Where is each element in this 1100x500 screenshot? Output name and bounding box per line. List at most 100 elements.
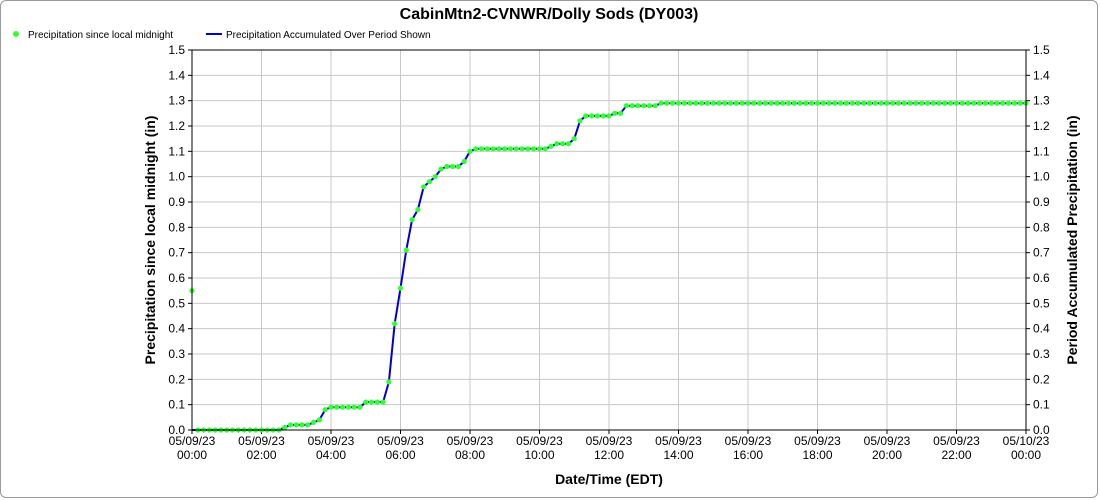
data-point — [374, 399, 380, 405]
data-point — [820, 100, 826, 106]
y-tick-label-right: 0.9 — [1033, 195, 1050, 209]
x-tick-label-date: 05/09/23 — [794, 434, 841, 448]
data-point — [953, 100, 960, 106]
y-axis-left-title: Precipitation since local midnight (in) — [142, 116, 158, 365]
y-tick-label-left: 0.0 — [168, 423, 185, 437]
data-point — [1000, 100, 1006, 106]
data-point — [994, 100, 1000, 106]
data-point — [826, 100, 832, 106]
y-axis-right-title: Period Accumulated Precipitation (in) — [1064, 115, 1080, 364]
data-point — [965, 100, 971, 106]
x-tick-label-date: 05/09/23 — [308, 434, 355, 448]
x-tick-label-date: 05/09/23 — [377, 434, 424, 448]
x-tick-label-date: 05/09/23 — [586, 434, 633, 448]
y-tick-label-right: 1.5 — [1033, 43, 1050, 57]
data-point — [421, 184, 427, 190]
data-point — [1006, 100, 1012, 106]
y-tick-label-left: 1.5 — [168, 43, 185, 57]
data-point — [670, 100, 676, 106]
y-tick-label-right: 0.0 — [1033, 423, 1050, 437]
data-point — [948, 100, 954, 106]
x-tick-label-time: 18:00 — [802, 448, 832, 462]
x-axis-title: Date/Time (EDT) — [555, 471, 663, 487]
data-point — [496, 146, 502, 152]
x-tick-label-date: 05/09/23 — [447, 434, 494, 448]
data-point — [282, 424, 288, 431]
data-point — [774, 100, 780, 106]
data-point — [936, 100, 942, 106]
y-tick-label-left: 0.5 — [168, 296, 185, 310]
y-tick-label-left: 0.7 — [168, 246, 185, 260]
data-point — [513, 146, 519, 152]
x-tick-label-time: 14:00 — [663, 448, 693, 462]
data-point — [977, 100, 983, 106]
data-point — [733, 100, 740, 106]
data-point — [762, 100, 769, 106]
y-tick-label-left: 1.0 — [168, 170, 185, 184]
legend-marker-points — [13, 31, 19, 37]
y-tick-label-left: 1.2 — [168, 119, 185, 133]
data-point — [287, 422, 294, 428]
data-point — [316, 417, 322, 423]
y-tick-label-right: 0.1 — [1033, 398, 1050, 412]
data-point — [305, 422, 311, 428]
data-point — [803, 100, 809, 106]
data-point — [797, 100, 803, 106]
data-point — [502, 146, 508, 152]
data-point — [809, 100, 815, 106]
data-point — [785, 100, 792, 106]
data-point — [623, 103, 630, 109]
data-point — [988, 100, 994, 106]
data-point — [467, 148, 473, 154]
data-point — [618, 110, 624, 116]
data-point — [357, 404, 363, 410]
data-point — [693, 100, 699, 106]
data-point — [600, 113, 606, 119]
legend-label-line: Precipitation Accumulated Over Period Sh… — [226, 30, 431, 41]
data-point — [322, 407, 328, 413]
x-tick-label-time: 04:00 — [316, 448, 346, 462]
plot-border — [191, 49, 1027, 431]
data-point — [959, 100, 965, 106]
y-tick-label-left: 0.8 — [168, 220, 185, 234]
y-tick-label-right: 1.3 — [1033, 94, 1050, 108]
y-tick-label-left: 0.2 — [168, 372, 185, 386]
y-tick-label-left: 0.9 — [168, 195, 185, 209]
data-point — [311, 419, 317, 425]
data-point — [345, 404, 351, 410]
data-point — [699, 100, 705, 106]
data-point — [780, 100, 786, 106]
data-point — [814, 100, 821, 106]
data-point — [577, 118, 583, 124]
data-point — [716, 100, 722, 106]
data-point — [536, 146, 543, 152]
y-tick-label-left: 1.1 — [168, 144, 185, 158]
data-point — [924, 100, 931, 106]
y-tick-label-right: 0.8 — [1033, 220, 1050, 234]
data-point — [896, 100, 902, 106]
series-since-midnight-points — [189, 100, 1029, 433]
x-tick-label-date: 05/09/23 — [933, 434, 980, 448]
x-tick-label-date: 05/09/23 — [238, 434, 285, 448]
data-point — [710, 100, 716, 106]
data-point — [930, 100, 936, 106]
data-point — [942, 100, 948, 106]
x-tick-label-date: 05/09/23 — [516, 434, 563, 448]
chart-title: CabinMtn2-CVNWR/Dolly Sods (DY003) — [400, 6, 699, 23]
data-point — [838, 100, 844, 106]
data-point — [913, 100, 919, 106]
y-tick-label-right: 0.5 — [1033, 296, 1050, 310]
data-point — [438, 166, 444, 172]
data-point — [450, 163, 456, 170]
data-point — [484, 146, 490, 152]
y-tick-label-right: 0.7 — [1033, 246, 1050, 260]
data-point — [722, 100, 728, 106]
x-tick-label-date: 05/09/23 — [725, 434, 772, 448]
y-tick-label-right: 1.4 — [1033, 68, 1050, 82]
legend: Precipitation since local midnight Preci… — [13, 30, 431, 41]
data-point — [1011, 100, 1018, 106]
data-point — [328, 404, 334, 410]
x-tick-label-date: 05/09/23 — [169, 434, 216, 448]
